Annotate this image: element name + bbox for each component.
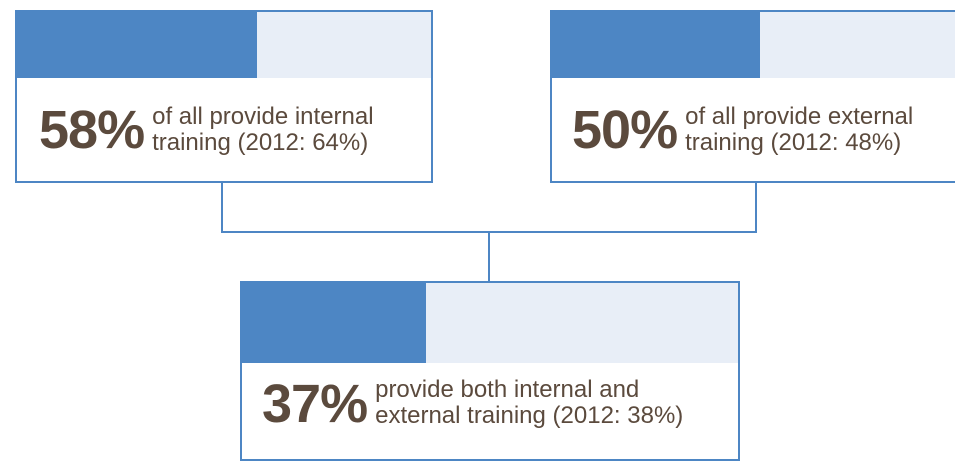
both-description: provide both internal and external train… bbox=[375, 377, 683, 429]
internal-training-box: 58% of all provide internal training (20… bbox=[15, 10, 433, 183]
both-stat-text: 37% provide both internal and external t… bbox=[242, 363, 738, 459]
both-bar-fill bbox=[242, 283, 426, 363]
both-desc-line2: external training (2012: 38%) bbox=[375, 402, 684, 429]
internal-bar-fill bbox=[17, 12, 258, 78]
external-desc-line2: training (2012: 48%) bbox=[685, 128, 902, 156]
external-desc-line1: of all provide external bbox=[685, 102, 914, 130]
internal-bar-track bbox=[17, 12, 431, 78]
internal-stat-text: 58% of all provide internal training (20… bbox=[17, 78, 431, 181]
external-percent: 50% bbox=[572, 99, 678, 160]
connector-left-drop bbox=[221, 181, 223, 233]
internal-percent: 58% bbox=[39, 99, 145, 160]
both-bar-track bbox=[242, 283, 738, 363]
internal-description: of all provide internal training (2012: … bbox=[152, 102, 374, 156]
connector-right-drop bbox=[755, 181, 757, 233]
both-percent: 37% bbox=[262, 374, 368, 434]
external-bar-fill bbox=[552, 12, 760, 78]
both-training-box: 37% provide both internal and external t… bbox=[240, 281, 740, 461]
internal-desc-line1: of all provide internal bbox=[152, 102, 374, 130]
external-bar-track bbox=[552, 12, 955, 78]
external-description: of all provide external training (2012: … bbox=[685, 102, 914, 156]
both-desc-line1: provide both internal and bbox=[375, 376, 640, 403]
connector-center-drop bbox=[488, 231, 490, 283]
external-training-box: 50% of all provide external training (20… bbox=[550, 10, 955, 183]
internal-desc-line2: training (2012: 64%) bbox=[152, 128, 369, 156]
external-stat-text: 50% of all provide external training (20… bbox=[552, 78, 955, 181]
